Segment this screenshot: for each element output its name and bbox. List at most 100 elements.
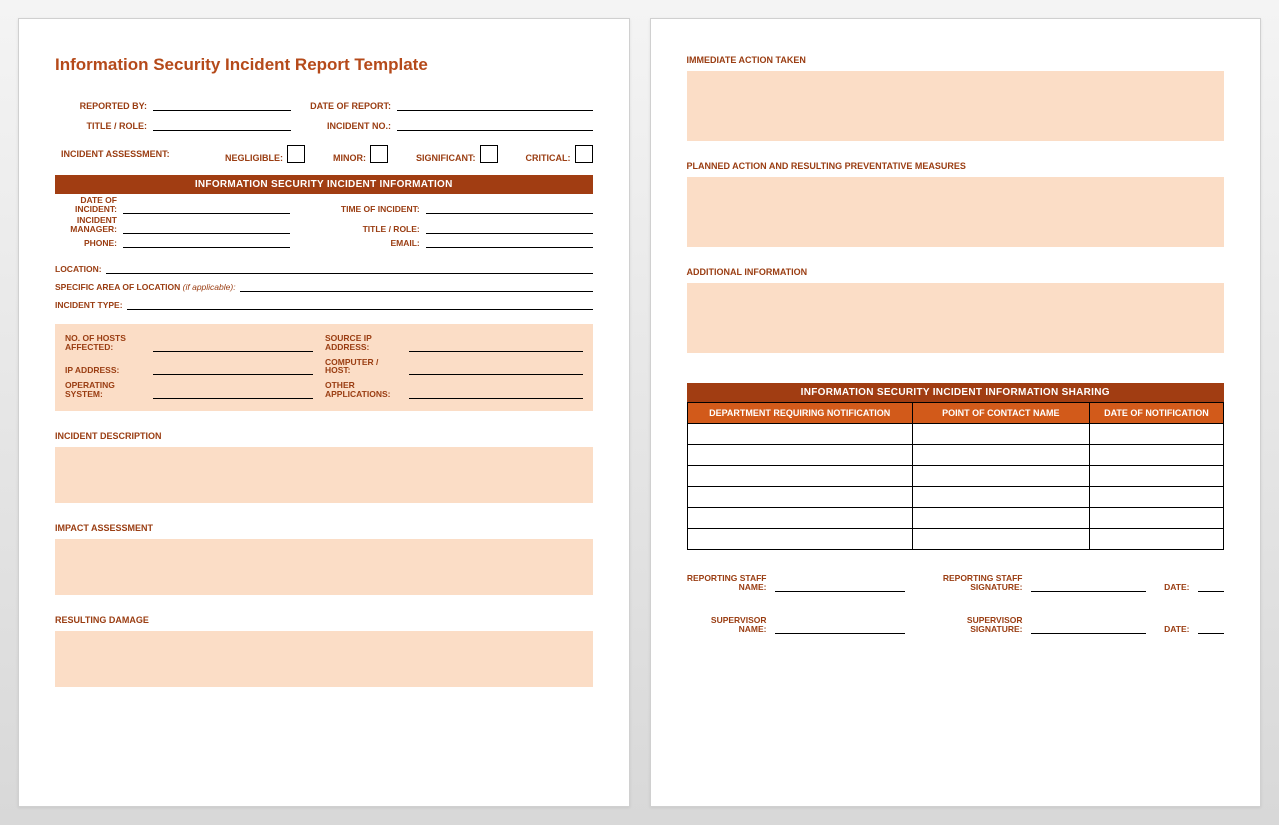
field-ip-address[interactable] — [153, 363, 313, 375]
table-row — [687, 466, 1224, 487]
table-cell[interactable] — [912, 445, 1089, 466]
label-phone: PHONE: — [55, 239, 117, 248]
field-source-ip[interactable] — [409, 340, 583, 352]
field-other-apps[interactable] — [409, 387, 583, 399]
checkbox-critical[interactable] — [575, 145, 593, 163]
field-location[interactable] — [106, 262, 593, 274]
field-incident-manager[interactable] — [123, 222, 290, 234]
label-incident-manager: INCIDENT MANAGER: — [55, 216, 117, 234]
label-resulting-damage: RESULTING DAMAGE — [55, 615, 593, 625]
table-cell[interactable] — [912, 487, 1089, 508]
info-sharing-table: DEPARTMENT REQUIRING NOTIFICATION POINT … — [687, 402, 1225, 550]
field-title-role-2[interactable] — [426, 222, 593, 234]
label-date-2: DATE: — [1154, 625, 1190, 634]
table-row — [687, 445, 1224, 466]
label-reported-by: REPORTED BY: — [61, 101, 147, 111]
field-planned-action[interactable] — [687, 177, 1225, 247]
table-cell[interactable] — [1089, 466, 1223, 487]
table-cell[interactable] — [687, 445, 912, 466]
table-row — [687, 529, 1224, 550]
table-cell[interactable] — [912, 508, 1089, 529]
field-computer-host[interactable] — [409, 363, 583, 375]
table-cell[interactable] — [1089, 487, 1223, 508]
label-impact-assessment: IMPACT ASSESSMENT — [55, 523, 593, 533]
th-department: DEPARTMENT REQUIRING NOTIFICATION — [687, 403, 912, 424]
field-incident-description[interactable] — [55, 447, 593, 503]
th-contact: POINT OF CONTACT NAME — [912, 403, 1089, 424]
field-immediate-action[interactable] — [687, 71, 1225, 141]
label-title-role-2: TITLE / ROLE: — [300, 224, 420, 234]
label-reporting-staff-signature: REPORTING STAFF SIGNATURE: — [913, 574, 1023, 592]
field-title-role[interactable] — [153, 117, 291, 131]
field-phone[interactable] — [123, 236, 290, 248]
table-cell[interactable] — [687, 487, 912, 508]
label-incident-type: INCIDENT TYPE: — [55, 300, 123, 310]
label-date-of-report: DATE OF REPORT: — [291, 101, 391, 111]
label-date-of-incident: DATE OF INCIDENT: — [55, 196, 117, 214]
label-hosts-affected: NO. OF HOSTS AFFECTED: — [65, 334, 149, 352]
label-additional-info: ADDITIONAL INFORMATION — [687, 267, 1225, 277]
table-cell[interactable] — [687, 508, 912, 529]
label-negligible: NEGLIGIBLE: — [225, 153, 283, 163]
label-planned-action: PLANNED ACTION AND RESULTING PREVENTATIV… — [687, 161, 1225, 171]
label-source-ip: SOURCE IP ADDRESS: — [325, 334, 405, 352]
label-incident-description: INCIDENT DESCRIPTION — [55, 431, 593, 441]
info-sharing-tbody — [687, 424, 1224, 550]
document-title: Information Security Incident Report Tem… — [55, 55, 593, 75]
field-incident-type[interactable] — [127, 298, 593, 310]
label-email: EMAIL: — [300, 238, 420, 248]
checkbox-significant[interactable] — [480, 145, 498, 163]
field-specific-area[interactable] — [240, 280, 593, 292]
field-hosts-affected[interactable] — [153, 340, 313, 352]
label-significant: SIGNIFICANT: — [416, 153, 476, 163]
field-reporting-staff-name[interactable] — [775, 580, 905, 592]
table-cell[interactable] — [687, 529, 912, 550]
table-cell[interactable] — [912, 529, 1089, 550]
label-specific-area: SPECIFIC AREA OF LOCATION (if applicable… — [55, 282, 236, 292]
field-reporting-staff-signature[interactable] — [1031, 580, 1146, 592]
field-email[interactable] — [426, 236, 593, 248]
field-supervisor-signature[interactable] — [1031, 622, 1146, 634]
field-operating-system[interactable] — [153, 387, 313, 399]
field-resulting-damage[interactable] — [55, 631, 593, 687]
label-operating-system: OPERATING SYSTEM: — [65, 381, 149, 399]
checkbox-negligible[interactable] — [287, 145, 305, 163]
label-incident-assessment: INCIDENT ASSESSMENT: — [61, 149, 170, 159]
field-reported-by[interactable] — [153, 97, 291, 111]
table-cell[interactable] — [1089, 508, 1223, 529]
field-date-2[interactable] — [1198, 622, 1225, 634]
label-incident-no: INCIDENT NO.: — [291, 121, 391, 131]
field-impact-assessment[interactable] — [55, 539, 593, 595]
table-row — [687, 424, 1224, 445]
section-bar-incident-info: INFORMATION SECURITY INCIDENT INFORMATIO… — [55, 175, 593, 194]
table-cell[interactable] — [687, 466, 912, 487]
label-other-apps: OTHER APPLICATIONS: — [325, 381, 405, 399]
field-additional-info[interactable] — [687, 283, 1225, 353]
label-critical: CRITICAL: — [526, 153, 571, 163]
table-row — [687, 508, 1224, 529]
table-cell[interactable] — [1089, 424, 1223, 445]
table-cell[interactable] — [912, 424, 1089, 445]
label-location: LOCATION: — [55, 264, 102, 274]
field-incident-no[interactable] — [397, 117, 593, 131]
field-supervisor-name[interactable] — [775, 622, 905, 634]
table-cell[interactable] — [1089, 445, 1223, 466]
checkbox-minor[interactable] — [370, 145, 388, 163]
label-reporting-staff-name: REPORTING STAFF NAME: — [687, 574, 767, 592]
field-date-of-incident[interactable] — [123, 202, 290, 214]
page-2: IMMEDIATE ACTION TAKEN PLANNED ACTION AN… — [650, 18, 1262, 807]
table-cell[interactable] — [687, 424, 912, 445]
label-minor: MINOR: — [333, 153, 366, 163]
label-supervisor-name: SUPERVISOR NAME: — [687, 616, 767, 634]
label-immediate-action: IMMEDIATE ACTION TAKEN — [687, 55, 1225, 65]
table-cell[interactable] — [1089, 529, 1223, 550]
tech-details-box: NO. OF HOSTS AFFECTED: SOURCE IP ADDRESS… — [55, 324, 593, 412]
field-date-of-report[interactable] — [397, 97, 593, 111]
field-date-1[interactable] — [1198, 580, 1225, 592]
label-time-of-incident: TIME OF INCIDENT: — [300, 204, 420, 214]
table-row — [687, 487, 1224, 508]
field-time-of-incident[interactable] — [426, 202, 593, 214]
label-computer-host: COMPUTER / HOST: — [325, 358, 405, 376]
label-ip-address: IP ADDRESS: — [65, 366, 149, 375]
table-cell[interactable] — [912, 466, 1089, 487]
